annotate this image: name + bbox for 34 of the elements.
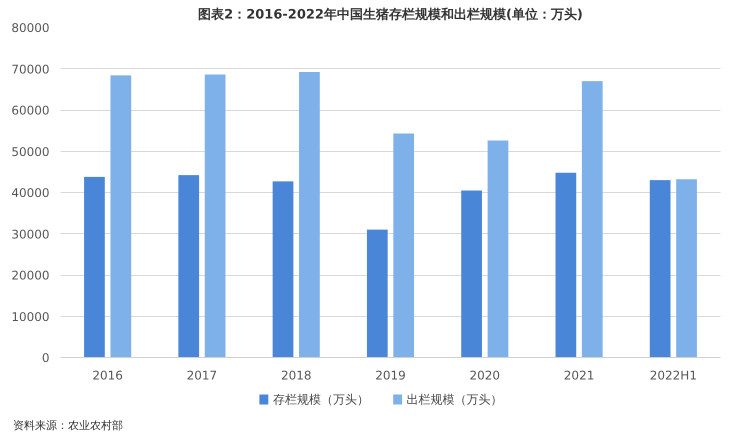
x-tick-label: 2022H1: [650, 368, 697, 382]
bar: [488, 140, 508, 358]
y-tick-label: 30000: [11, 227, 50, 242]
bar: [178, 175, 200, 358]
x-tick-label: 2017: [186, 368, 218, 382]
x-tick-label: 2018: [280, 368, 312, 382]
y-tick-label: 60000: [11, 104, 50, 118]
bar: [393, 134, 414, 358]
bar: [366, 230, 388, 358]
y-tick-label: 80000: [11, 21, 50, 35]
bar: [556, 172, 576, 358]
y-tick-label: 0: [42, 351, 50, 365]
bar: [676, 179, 697, 358]
bar: [299, 72, 320, 358]
y-tick-label: 10000: [11, 310, 50, 324]
bar: [272, 181, 294, 358]
x-tick-label: 2016: [92, 368, 123, 382]
legend-label: 存栏规模（万头）: [272, 392, 369, 406]
y-tick-label: 40000: [11, 186, 50, 200]
bar: [84, 176, 105, 358]
x-tick-label: 2021: [564, 368, 594, 382]
text: 资料来源：农业农村部: [13, 418, 123, 434]
bar: [110, 75, 132, 358]
bar: [204, 74, 226, 358]
legend-label: 出栏规模（万头）: [406, 392, 503, 406]
chart-title: 图表2：2016-2022年中国生猪存栏规模和出栏规模(单位：万头): [198, 6, 583, 22]
y-tick-label: 50000: [11, 144, 50, 159]
y-tick-label: 20000: [11, 268, 50, 282]
y-tick-label: 70000: [11, 62, 50, 76]
x-tick-label: 2019: [375, 368, 406, 382]
bar: [650, 180, 671, 358]
x-tick-label: 2020: [470, 368, 500, 382]
bar: [461, 190, 482, 358]
bar: [582, 81, 603, 358]
